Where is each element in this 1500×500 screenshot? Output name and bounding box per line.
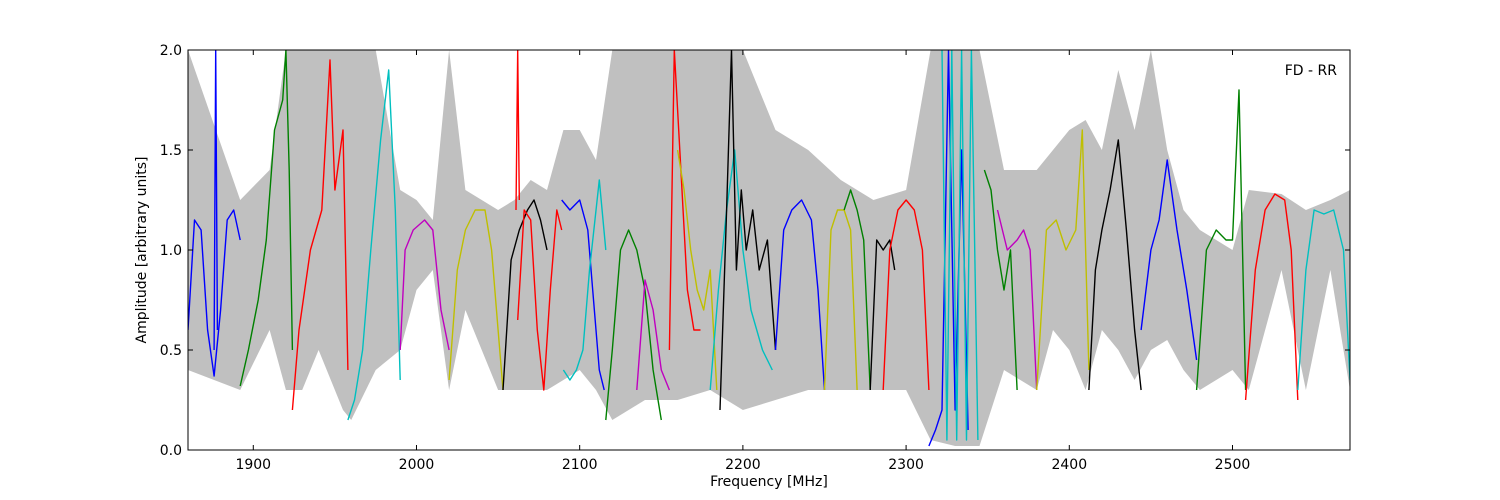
series-line-1 (188, 209, 241, 377)
series-line-8 (502, 199, 548, 391)
x-tick-label: 2500 (1215, 457, 1251, 473)
series-line-6 (399, 219, 450, 351)
series-line-9 (517, 209, 563, 391)
series-line-13 (605, 229, 662, 421)
y-tick-label: 1.5 (160, 143, 182, 159)
y-axis-label: Amplitude [arbitrary units] (134, 157, 150, 344)
series-line-16 (676, 149, 718, 391)
x-tick-label: 2200 (725, 457, 761, 473)
y-tick-label: 1.0 (160, 243, 182, 259)
series-line-25 (941, 50, 979, 441)
series-line-15 (668, 50, 701, 351)
series-line-33 (1297, 209, 1350, 391)
series-line-21 (843, 189, 871, 391)
series-line-11 (561, 199, 605, 391)
y-tick-label: 0.0 (160, 443, 182, 459)
x-tick-label: 2000 (399, 457, 435, 473)
y-tick-label: 2.0 (160, 43, 182, 59)
series-line-31 (1195, 89, 1247, 391)
chart-annotation: FD - RR (1285, 63, 1338, 79)
series-line-14 (636, 279, 671, 391)
series-line-28 (1036, 129, 1090, 391)
x-tick-label: 2400 (1051, 457, 1087, 473)
series-line-19 (774, 199, 826, 391)
x-tick-label: 1900 (235, 457, 271, 473)
x-axis-label: Frequency [MHz] (710, 474, 828, 490)
series-line-29 (1088, 139, 1142, 391)
x-tick-label: 2100 (562, 457, 598, 473)
series-line-32 (1244, 193, 1299, 401)
series-line-27 (996, 209, 1038, 391)
series-line-17 (709, 149, 773, 391)
series-line-18 (719, 50, 777, 411)
series-line-7 (448, 209, 504, 391)
series-line-2 (213, 50, 219, 351)
series-line-4 (291, 59, 349, 411)
series-line-5 (347, 69, 401, 421)
axis-ticks: 1900 2000 2100 2200 2300 2400 2500 0.0 0.5 1.0 1.5… (160, 43, 1350, 473)
series-line-3 (239, 50, 294, 387)
x-tick-label: 2300 (888, 457, 924, 473)
series-line-12 (562, 179, 607, 381)
series-line-24 (928, 50, 969, 447)
series-line-26 (983, 169, 1018, 391)
series-line-20 (823, 209, 858, 391)
envelope-band (188, 50, 1350, 446)
series-line-22 (869, 239, 896, 391)
plot-area (188, 50, 1350, 447)
series-line-30 (1140, 159, 1198, 361)
y-tick-label: 0.5 (160, 343, 182, 359)
series-line-10 (515, 50, 520, 211)
series-line-23 (882, 199, 930, 391)
